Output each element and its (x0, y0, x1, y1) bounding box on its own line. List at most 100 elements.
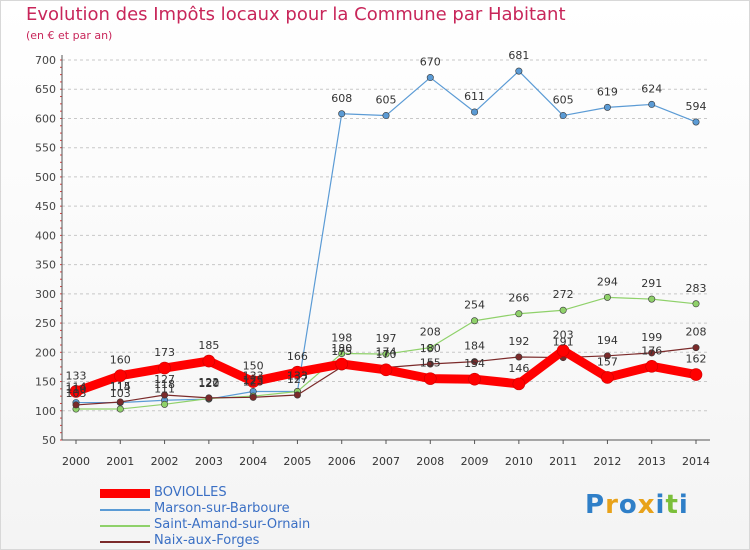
data-label: 208 (686, 326, 707, 339)
data-point (382, 112, 390, 120)
x-tick-label: 2009 (461, 455, 489, 468)
data-point (559, 112, 567, 120)
data-point (426, 74, 434, 82)
x-tick-label: 2003 (195, 455, 223, 468)
data-point (692, 344, 700, 352)
data-point (382, 350, 390, 358)
data-point (338, 110, 346, 118)
data-label: 175 (331, 345, 352, 358)
data-point (689, 368, 703, 381)
data-label: 184 (464, 340, 485, 353)
data-point (471, 358, 479, 366)
data-label: 114 (66, 381, 87, 394)
data-point (426, 344, 434, 352)
data-label: 266 (508, 292, 529, 305)
data-label: 127 (154, 373, 175, 386)
data-point (161, 391, 169, 399)
legend-label: BOVIOLLES (154, 485, 227, 500)
data-label: 121 (198, 376, 219, 389)
data-label: 199 (641, 331, 662, 344)
y-tick-label: 700 (35, 54, 56, 67)
y-tick-label: 500 (35, 171, 56, 184)
data-label: 176 (641, 344, 662, 357)
data-label: 133 (66, 369, 87, 382)
data-label: 605 (376, 94, 397, 107)
data-label: 150 (243, 360, 264, 373)
data-label: 125 (243, 374, 264, 387)
y-tick-label: 600 (35, 112, 56, 125)
data-label: 173 (154, 346, 175, 359)
legend-swatch (100, 541, 150, 543)
data-label: 154 (464, 357, 485, 370)
data-label: 103 (110, 387, 131, 400)
x-tick-label: 2006 (328, 455, 356, 468)
x-tick-label: 2000 (62, 455, 90, 468)
data-point (515, 353, 523, 361)
data-label: 127 (287, 373, 308, 386)
data-point (158, 361, 171, 375)
data-label: 120 (198, 377, 219, 390)
data-label: 283 (686, 282, 707, 295)
data-label: 118 (154, 378, 175, 391)
y-tick-label: 400 (35, 229, 56, 242)
data-label: 111 (154, 382, 175, 395)
data-point (692, 300, 700, 308)
data-point (692, 118, 700, 126)
data-label: 162 (686, 353, 707, 366)
legend-swatch (100, 525, 150, 527)
legend-swatch (100, 489, 150, 498)
data-point (603, 293, 611, 301)
x-tick-label: 2012 (593, 455, 621, 468)
y-tick-label: 650 (35, 83, 56, 96)
data-label: 624 (641, 82, 662, 95)
data-point (601, 371, 614, 384)
data-point (471, 317, 479, 325)
data-point (379, 363, 393, 377)
data-label: 272 (553, 288, 574, 301)
data-label: 185 (198, 339, 219, 352)
data-point (116, 398, 124, 406)
data-point (291, 365, 304, 379)
data-label: 174 (376, 346, 397, 359)
data-label: 180 (331, 342, 352, 355)
data-label: 192 (508, 335, 529, 348)
data-label: 123 (243, 375, 264, 388)
data-label: 180 (420, 342, 441, 355)
data-label: 170 (376, 348, 397, 361)
data-label: 291 (641, 277, 662, 290)
x-tick-label: 2011 (549, 455, 577, 468)
data-label: 594 (686, 100, 707, 113)
data-point (249, 393, 257, 401)
y-tick-label: 350 (35, 259, 56, 272)
data-label: 254 (464, 299, 485, 312)
data-label: 670 (420, 56, 441, 69)
data-point (648, 100, 656, 108)
legend-label: Naix-aux-Forges (154, 533, 260, 548)
chart-title: Evolution des Impôts locaux pour la Comm… (26, 4, 566, 25)
data-label: 294 (597, 275, 618, 288)
x-tick-label: 2004 (239, 455, 267, 468)
data-label: 208 (420, 326, 441, 339)
data-point (645, 360, 659, 373)
data-label: 160 (110, 354, 131, 367)
legend-label: Saint-Amand-sur-Ornain (154, 517, 311, 532)
y-tick-label: 50 (42, 434, 56, 447)
data-label: 146 (508, 362, 529, 375)
data-point (69, 385, 83, 398)
data-point (515, 310, 523, 318)
data-point (512, 377, 526, 391)
x-tick-label: 2001 (106, 455, 134, 468)
y-tick-label: 150 (35, 376, 56, 389)
data-point (116, 405, 124, 413)
y-tick-label: 200 (35, 346, 56, 359)
data-point (556, 344, 570, 357)
x-tick-label: 2002 (151, 455, 179, 468)
y-tick-label: 550 (35, 142, 56, 155)
data-point (72, 401, 80, 409)
data-label: 114 (110, 381, 131, 394)
data-label: 605 (553, 94, 574, 107)
data-label: 681 (508, 49, 529, 62)
data-label: 115 (110, 380, 131, 393)
y-tick-label: 300 (35, 288, 56, 301)
